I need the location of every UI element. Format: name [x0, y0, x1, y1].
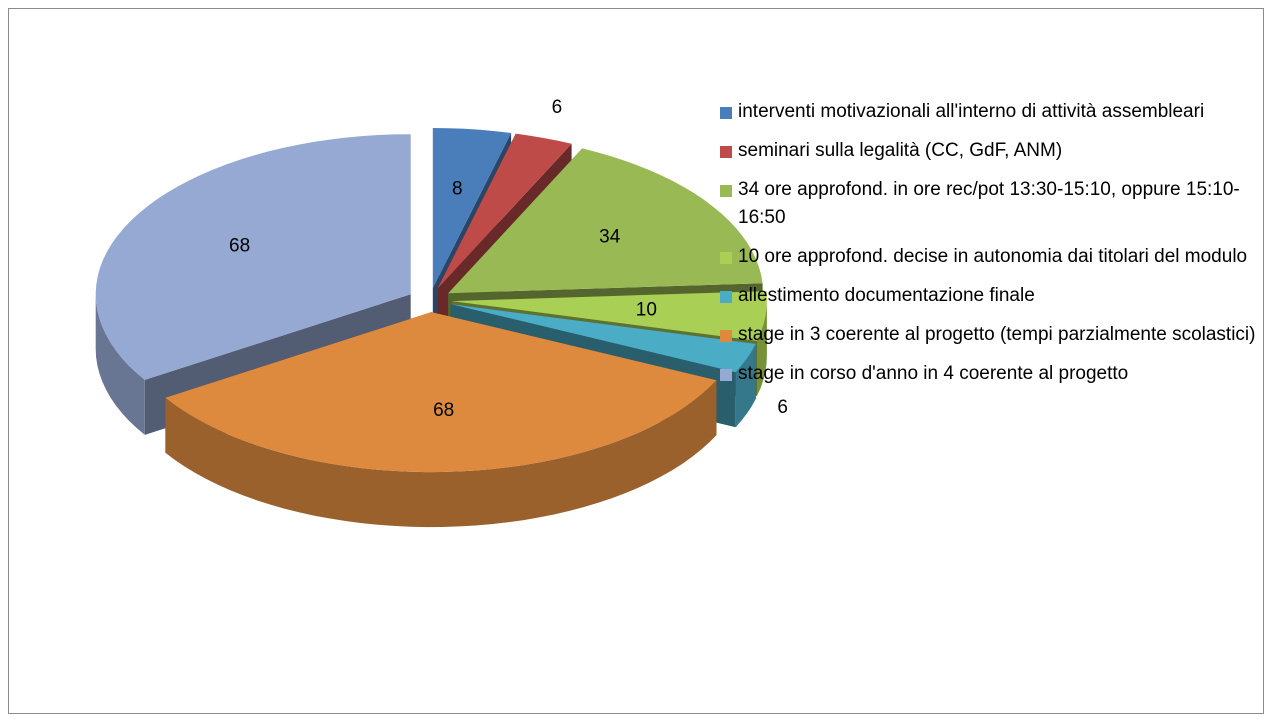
legend-swatch [720, 369, 732, 381]
data-label: 34 [599, 226, 621, 247]
data-label: 10 [636, 299, 657, 320]
legend: interventi motivazionali all'interno di … [720, 98, 1260, 399]
legend-label: 34 ore approfond. in ore rec/pot 13:30-1… [738, 179, 1240, 228]
legend-item: stage in corso d'anno in 4 coerente al p… [720, 360, 1258, 388]
chart-frame [8, 8, 1264, 714]
legend-swatch [720, 146, 732, 158]
slice-top [448, 148, 763, 294]
slice-top [450, 304, 756, 373]
legend-item: interventi motivazionali all'interno di … [720, 98, 1258, 126]
slice-wall [757, 301, 767, 396]
data-label: 6 [552, 97, 563, 118]
data-label: 8 [452, 179, 463, 200]
legend-label: seminari sulla legalità (CC, GdF, ANM) [738, 140, 1063, 161]
data-label: 68 [229, 235, 250, 256]
slice-top [165, 312, 717, 473]
legend-label: stage in corso d'anno in 4 coerente al p… [738, 363, 1129, 384]
legend-label: interventi motivazionali all'interno di … [738, 101, 1205, 122]
legend-label: allestimento documentazione finale [738, 285, 1035, 306]
legend-swatch [720, 291, 732, 303]
legend-swatch [720, 330, 732, 342]
legend-swatch [720, 252, 732, 264]
slice-top [432, 128, 512, 288]
legend-label: 10 ore approfond. decise in autonomia da… [738, 246, 1248, 267]
legend-item: seminari sulla legalità (CC, GdF, ANM) [720, 137, 1258, 165]
slice-wall [735, 343, 756, 428]
slice-top [437, 133, 572, 289]
legend-item: 34 ore approfond. in ore rec/pot 13:30-1… [720, 176, 1258, 232]
legend-item: stage in 3 coerente al progetto (tempi p… [720, 321, 1258, 349]
slice-top [95, 134, 411, 380]
slice [165, 312, 717, 528]
legend-label: stage in 3 coerente al progetto (tempi p… [738, 324, 1256, 345]
legend-swatch [720, 185, 732, 197]
slice-wall [165, 380, 717, 528]
legend-swatch [720, 107, 732, 119]
data-label: 6 [777, 397, 788, 418]
slice-wall [95, 294, 145, 435]
data-label: 68 [433, 400, 454, 421]
slice-top [451, 291, 767, 341]
legend-item: allestimento documentazione finale [720, 282, 1258, 310]
legend-item: 10 ore approfond. decise in autonomia da… [720, 243, 1258, 271]
